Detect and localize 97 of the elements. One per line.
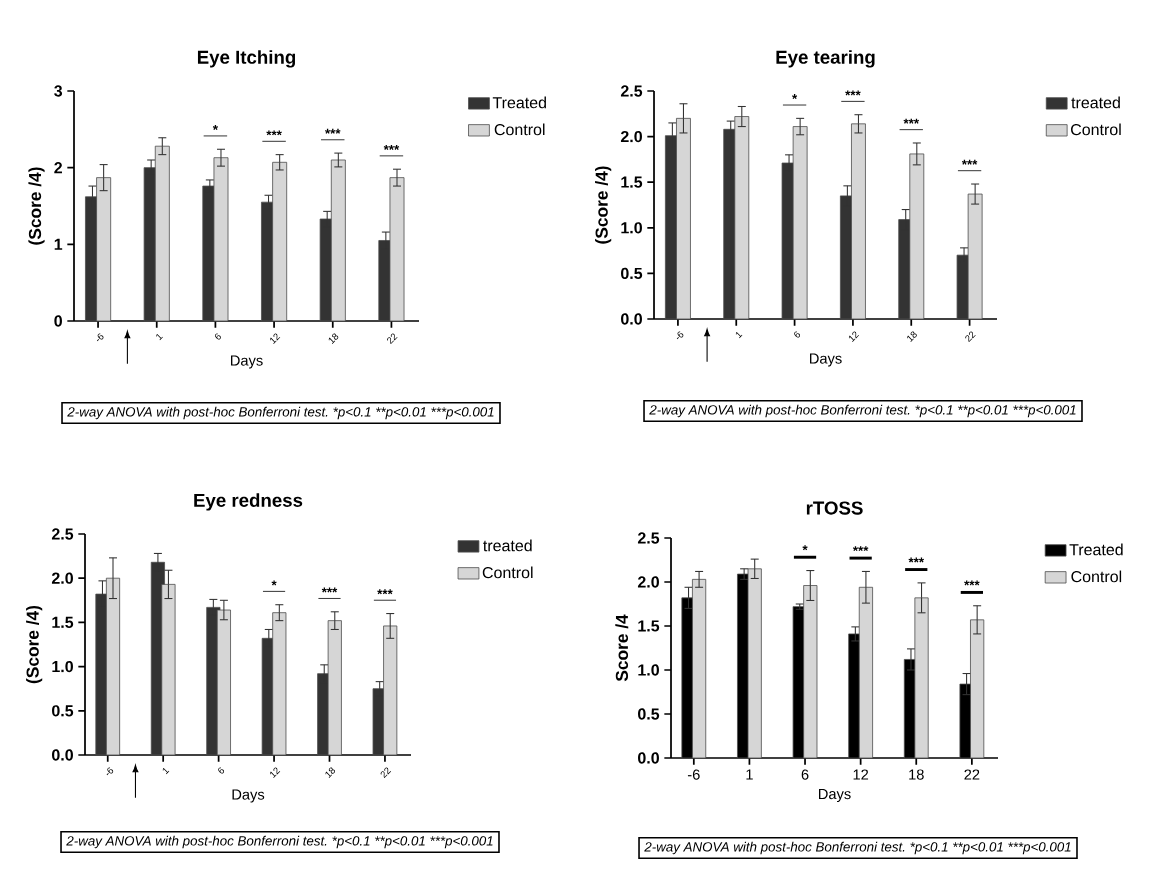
annotation: *** [903, 118, 920, 124]
legend-label: Control [1071, 570, 1122, 583]
y-tick-label: 1 [54, 238, 63, 250]
text: ***p<0.001 [1008, 842, 1071, 855]
y-tick-label: 1.0 [52, 660, 73, 673]
chart-title: Eye Itching [197, 50, 296, 68]
annotation: *** [961, 159, 978, 165]
annotation: *** [325, 128, 341, 134]
y-tick-label: 2.0 [620, 130, 642, 143]
y-tick-label: 0.5 [52, 705, 74, 717]
y-tick-label: 0.5 [621, 267, 643, 280]
text: **p<0.01 [958, 405, 1008, 418]
y-tick-label: 1.0 [638, 664, 659, 676]
x-tick-label: -6 [96, 333, 104, 342]
text: 2-way ANOVA with post-hoc Bonferroni test. [644, 841, 905, 855]
x-tick-label: 6 [214, 333, 221, 340]
annotation: * [212, 125, 218, 130]
x-tick-label: 22 [965, 331, 976, 343]
annotation: *** [377, 589, 393, 595]
annotation: * [792, 94, 798, 100]
x-tick-label: 18 [907, 331, 917, 342]
x-tick-label: 18 [325, 767, 336, 778]
y-tick-label: 2.5 [620, 85, 643, 97]
x-tick-label: 22 [387, 333, 398, 345]
x-tick-label: 12 [270, 767, 281, 778]
x-axis-title: Days [810, 353, 842, 367]
text: **p<0.01 [953, 842, 1003, 855]
x-tick-label: 1 [746, 769, 753, 780]
x-tick-label: -6 [106, 767, 114, 776]
x-tick-label: 22 [380, 767, 392, 779]
x-axis-title: Days [232, 789, 265, 803]
y-tick-label: 1.5 [52, 616, 74, 628]
y-tick-label: 0.0 [52, 749, 73, 761]
text: 2-way ANOVA with post-hoc Bonferroni test. [66, 835, 327, 849]
text: **p<0.01 [375, 836, 425, 849]
annotation: * [271, 580, 277, 586]
text: *p<0.1 [910, 842, 948, 855]
y-tick-label: 0.0 [621, 313, 642, 325]
x-tick-label: 1 [735, 331, 743, 339]
annotation: * [802, 545, 808, 551]
x-tick-label: 1 [156, 333, 163, 341]
x-tick-label: -6 [687, 769, 700, 780]
y-tick-label: 0.5 [638, 708, 660, 720]
x-tick-label: 6 [801, 769, 809, 780]
x-tick-label: 12 [853, 769, 869, 780]
y-tick-label: 2 [54, 162, 62, 174]
text: ***p<0.001 [430, 836, 493, 849]
y-tick-label: 1.5 [638, 620, 660, 632]
legend-label: Control [1071, 123, 1121, 136]
y-tick-label: 2.5 [637, 532, 660, 544]
x-tick-label: 18 [909, 769, 924, 780]
y-tick-label: 3 [54, 85, 63, 97]
y-tick-label: 2.0 [637, 576, 659, 588]
annotation: *** [383, 144, 400, 150]
text: *p<0.1 [333, 407, 371, 420]
chart-title: rTOSS [806, 501, 863, 515]
y-tick-label: 1.5 [621, 176, 643, 188]
y-tick-label: 2.0 [51, 572, 73, 584]
x-axis-title: Days [231, 355, 263, 369]
y-axis-title: Score /4 [615, 614, 629, 682]
y-axis-title: (Score /4) [28, 167, 45, 245]
legend-label: Control [482, 566, 533, 579]
x-tick-label: 12 [848, 331, 860, 342]
x-tick-label: 18 [328, 333, 339, 344]
text: 2-way ANOVA with post-hoc Bonferroni test. [67, 406, 328, 420]
annotation: *** [845, 90, 861, 96]
y-axis-title: (Score /4) [595, 166, 612, 244]
text: 2-way ANOVA with post-hoc Bonferroni test. [649, 404, 910, 418]
x-tick-label: 1 [162, 767, 170, 775]
y-tick-label: 0.0 [638, 752, 659, 764]
x-axis-title: Days [819, 788, 851, 803]
text: *p<0.1 [332, 836, 370, 849]
legend-label: treated [1071, 96, 1120, 109]
text: ***p<0.001 [1013, 405, 1076, 418]
y-tick-label: 2.5 [51, 528, 74, 540]
y-tick-label: 1.0 [621, 222, 642, 234]
annotation: *** [321, 587, 338, 593]
text: *p<0.1 [915, 405, 953, 418]
chart-title: Eye tearing [776, 50, 875, 68]
y-tick-label: 0 [54, 315, 62, 327]
x-tick-label: 12 [270, 333, 281, 344]
annotation: *** [266, 130, 282, 136]
x-tick-label: 6 [218, 767, 225, 774]
annotation: *** [908, 557, 925, 563]
legend-label: treated [483, 539, 532, 552]
text: **p<0.01 [376, 407, 426, 420]
x-tick-label: -6 [676, 331, 684, 340]
annotation: *** [964, 580, 980, 586]
annotation: *** [852, 546, 869, 552]
chart-title: Eye redness [194, 493, 303, 511]
legend-label: Treated [1069, 543, 1123, 556]
y-axis-title: (Score /4) [26, 605, 43, 684]
legend-label: Treated [492, 96, 546, 109]
x-tick-label: 6 [794, 331, 801, 338]
legend-label: Control [494, 123, 545, 136]
x-tick-label: 22 [964, 769, 980, 780]
text: ***p<0.001 [431, 407, 494, 420]
